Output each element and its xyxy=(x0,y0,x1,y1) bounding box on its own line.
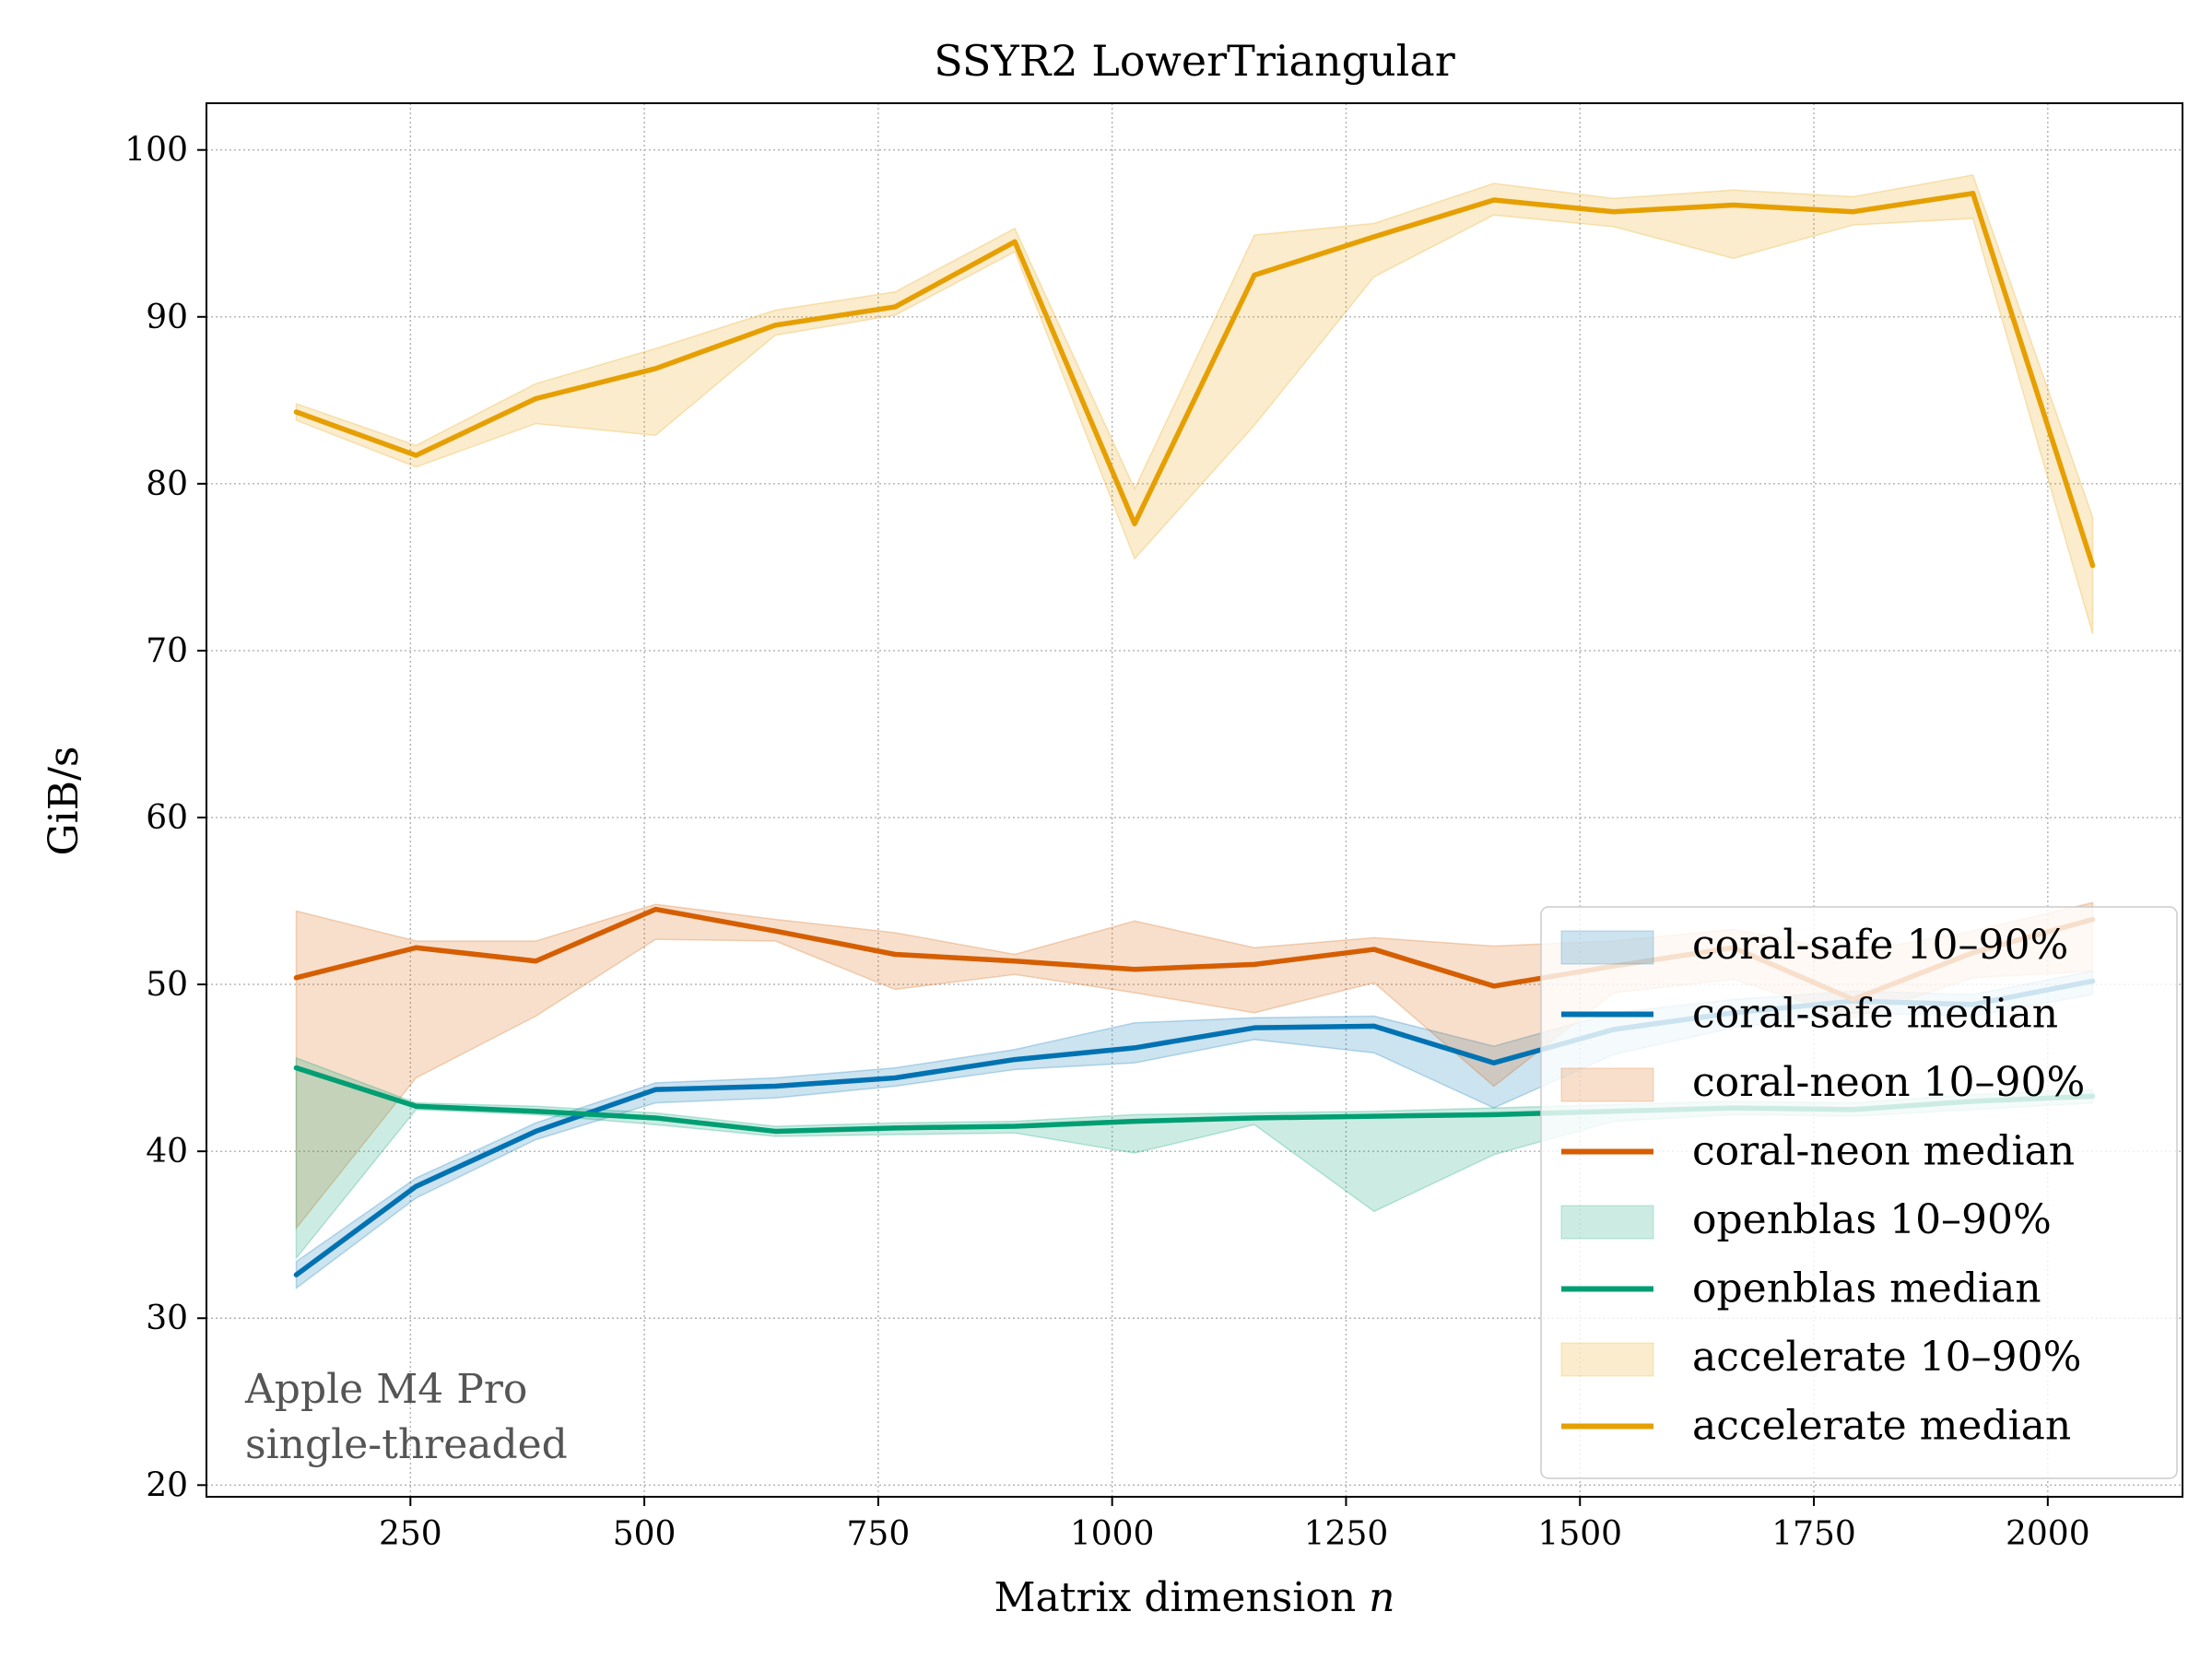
coral-neon-median-point xyxy=(293,975,299,981)
y-axis-label: GiB/s xyxy=(41,747,88,856)
openblas-median-point xyxy=(653,1115,658,1121)
coral-neon-median-point xyxy=(533,959,538,964)
annotation-line-1: Apple M4 Pro xyxy=(244,1366,527,1413)
y-tick-label: 80 xyxy=(146,465,188,503)
coral-neon-median-point xyxy=(1371,947,1377,952)
accelerate-median-line xyxy=(293,191,2096,569)
x-axis-label-variable: n xyxy=(1369,1574,1394,1621)
coral-neon-median-point xyxy=(892,951,898,957)
accelerate-median-point xyxy=(533,396,538,402)
accelerate-median-point xyxy=(1611,209,1617,215)
coral-safe-median-label: coral-safe median xyxy=(1692,991,2058,1038)
openblas-median-point xyxy=(1012,1124,1018,1129)
y-tick-label: 40 xyxy=(146,1133,188,1171)
y-tick-label: 60 xyxy=(146,799,188,837)
y-tick-label: 90 xyxy=(146,299,188,336)
accelerate-band-label: accelerate 10–90% xyxy=(1692,1334,2081,1381)
coral-safe-median-point xyxy=(1252,1025,1257,1030)
accelerate-median-point xyxy=(293,409,299,415)
coral-safe-median-point xyxy=(1132,1045,1137,1051)
x-tick-label: 1750 xyxy=(1771,1515,1856,1553)
coral-neon-median-point xyxy=(413,945,418,950)
x-axis-label: Matrix dimension n xyxy=(994,1574,1394,1621)
legend: coral-safe 10–90% coral-safe median coral-… xyxy=(1540,906,2178,1479)
axis-ticks: 250 500 750 1000 1250 1500 1750 2000 20 30 40 50 60 7… xyxy=(124,132,2089,1553)
coral-safe-median-point xyxy=(653,1087,658,1092)
openblas-band-label: openblas 10–90% xyxy=(1692,1196,2052,1243)
accelerate-median-point xyxy=(1851,209,1856,215)
accelerate-median-point xyxy=(1491,197,1497,203)
accelerate-median-point xyxy=(413,453,418,458)
accelerate-median-point xyxy=(1371,234,1377,240)
platform-annotation: Apple M4 Pro single-threaded xyxy=(244,1366,568,1468)
coral-safe-band-swatch xyxy=(1560,930,1654,965)
openblas-median-point xyxy=(1491,1112,1497,1117)
coral-neon-median-point xyxy=(1132,967,1137,972)
x-axis-label-text: Matrix dimension xyxy=(994,1574,1369,1621)
x-tick-label: 1500 xyxy=(1537,1515,1622,1553)
x-tick-label: 1250 xyxy=(1304,1515,1389,1553)
openblas-median-point xyxy=(413,1103,418,1109)
openblas-median-point xyxy=(1371,1113,1377,1119)
accelerate-median-point xyxy=(653,366,658,371)
x-tick-label: 250 xyxy=(379,1515,442,1553)
openblas-median-point xyxy=(892,1125,898,1131)
accelerate-median-point xyxy=(1971,191,1976,196)
chart-title: SSYR2 LowerTriangular xyxy=(934,36,1455,86)
accelerate-median-point xyxy=(772,323,778,328)
coral-safe-median-point xyxy=(772,1084,778,1089)
accelerate-median-point xyxy=(1731,202,1736,207)
coral-safe-median-point xyxy=(533,1128,538,1134)
openblas-median-point xyxy=(1252,1115,1257,1121)
x-tick-label: 1000 xyxy=(1070,1515,1155,1553)
x-tick-label: 750 xyxy=(847,1515,911,1553)
legend-box xyxy=(1540,906,2178,1479)
openblas-band-swatch xyxy=(1560,1205,1654,1240)
coral-safe-median-point xyxy=(413,1183,418,1189)
openblas-median-point xyxy=(293,1065,299,1071)
coral-neon-median-point xyxy=(1252,961,1257,967)
coral-neon-median-point xyxy=(653,907,658,912)
plot-frame xyxy=(206,102,2183,1498)
x-tick-label: 500 xyxy=(613,1515,677,1553)
coral-neon-median-point xyxy=(1012,959,1018,964)
coral-neon-median-point xyxy=(772,928,778,934)
accelerate-median-point xyxy=(1252,273,1257,278)
coral-neon-band-label: coral-neon 10–90% xyxy=(1692,1059,2085,1106)
y-tick-label: 70 xyxy=(146,632,188,670)
coral-safe-median-point xyxy=(1491,1060,1497,1065)
accelerate-band-swatch xyxy=(1560,1342,1654,1377)
accelerate-median-label: accelerate median xyxy=(1692,1403,2071,1450)
coral-neon-median-label: coral-neon median xyxy=(1692,1128,2075,1175)
y-tick-label: 100 xyxy=(124,132,188,170)
openblas-median-label: openblas median xyxy=(1692,1265,2041,1312)
openblas-median-point xyxy=(1132,1119,1137,1124)
x-tick-label: 2000 xyxy=(2006,1515,2090,1553)
annotation-line-2: single-threaded xyxy=(245,1421,568,1468)
coral-safe-median-point xyxy=(892,1075,898,1080)
coral-neon-band-swatch xyxy=(1560,1067,1654,1102)
accelerate-median-point xyxy=(892,304,898,310)
y-tick-label: 30 xyxy=(146,1300,188,1337)
coral-safe-median-point xyxy=(1371,1023,1377,1029)
y-tick-label: 50 xyxy=(146,966,188,1004)
accelerate-median-point xyxy=(1132,521,1137,526)
y-tick-label: 20 xyxy=(146,1466,188,1504)
coral-safe-median-point xyxy=(1012,1057,1018,1063)
accelerate-median-point xyxy=(2090,563,2096,569)
coral-neon-median-point xyxy=(1491,983,1497,989)
openblas-median-point xyxy=(772,1128,778,1134)
coral-safe-band-label: coral-safe 10–90% xyxy=(1692,922,2068,969)
coral-safe-median-point xyxy=(293,1272,299,1277)
openblas-median-point xyxy=(533,1109,538,1114)
accelerate-median-point xyxy=(1012,239,1018,244)
